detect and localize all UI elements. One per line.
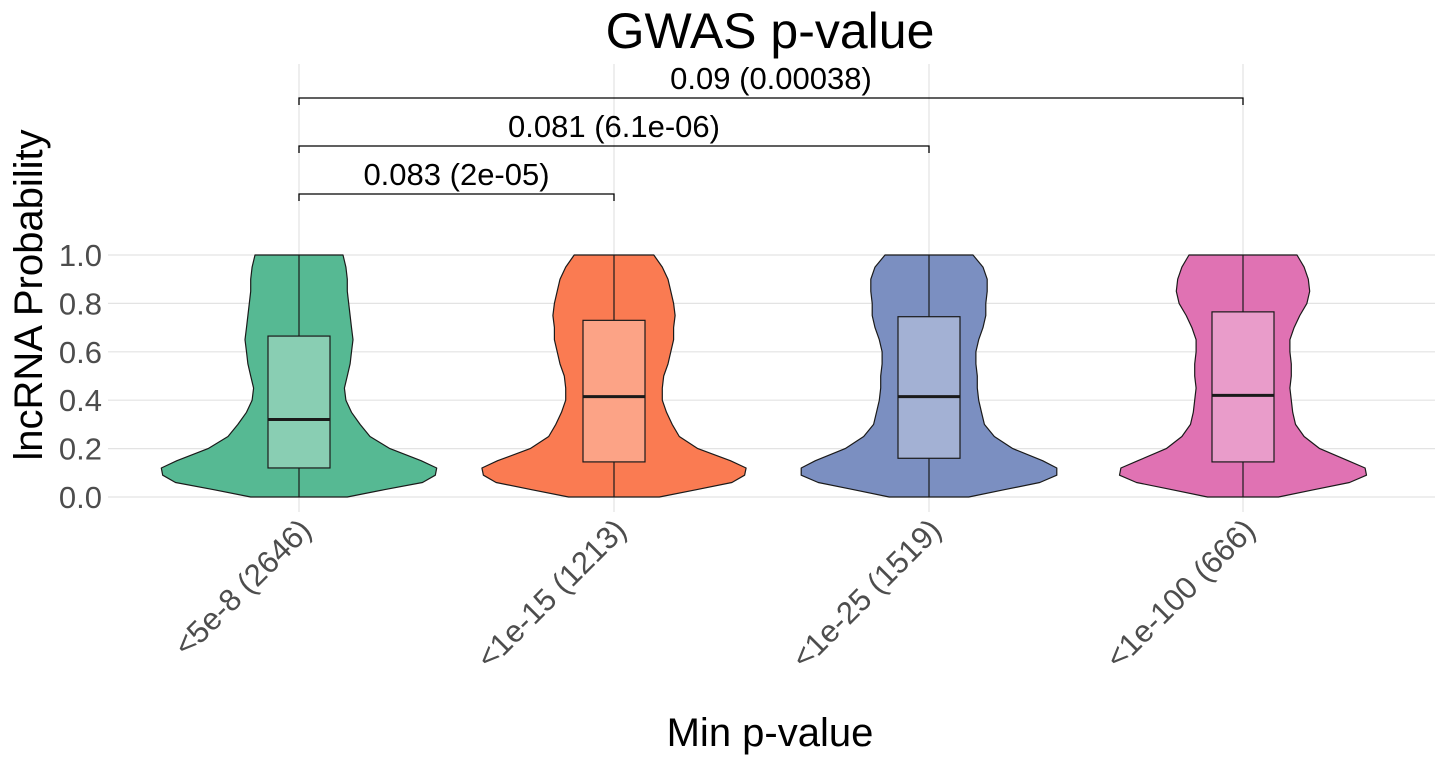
- box-iqr: [267, 335, 331, 469]
- x-tick-labels: <5e-8 (2646) <1e-15 (1213) <1e-25 (1519) <1…: [167, 512, 1262, 675]
- comparison-label: 0.083 (2e-05): [363, 157, 549, 192]
- y-axis-title: lncRNA Probability: [7, 129, 51, 460]
- box-iqr: [1211, 311, 1275, 463]
- violins: [160, 254, 1368, 498]
- box-iqr: [582, 319, 646, 463]
- y-tick-label: 0.6: [59, 335, 102, 370]
- x-tick-label: <5e-8 (2646): [167, 512, 318, 663]
- y-tick-label: 0.2: [59, 432, 102, 467]
- x-tick-label: <1e-15 (1213): [470, 512, 633, 675]
- y-tick-labels: 0.0 0.2 0.4 0.6 0.8 1.0: [59, 238, 102, 515]
- comparison-brackets: 0.083 (2e-05) 0.081 (6.1e-06) 0.09 (0.0003…: [298, 61, 1244, 201]
- x-tick-label: <1e-100 (666): [1099, 512, 1262, 675]
- comparison-label: 0.09 (0.00038): [670, 61, 872, 96]
- boxplots: [267, 255, 1275, 497]
- x-tick-label: <1e-25 (1519): [785, 512, 948, 675]
- comparison-bracket: [298, 97, 1244, 105]
- y-tick-label: 0.4: [59, 383, 102, 418]
- chart-title: GWAS p-value: [606, 3, 935, 59]
- y-tick-label: 1.0: [59, 238, 102, 273]
- y-tick-label: 0.8: [59, 286, 102, 321]
- comparison-bracket: [298, 193, 615, 201]
- y-tick-label: 0.0: [59, 480, 102, 515]
- x-axis-title: Min p-value: [667, 711, 874, 755]
- comparison-label: 0.081 (6.1e-06): [508, 109, 720, 144]
- box-iqr: [897, 316, 961, 459]
- comparison-bracket: [298, 145, 930, 153]
